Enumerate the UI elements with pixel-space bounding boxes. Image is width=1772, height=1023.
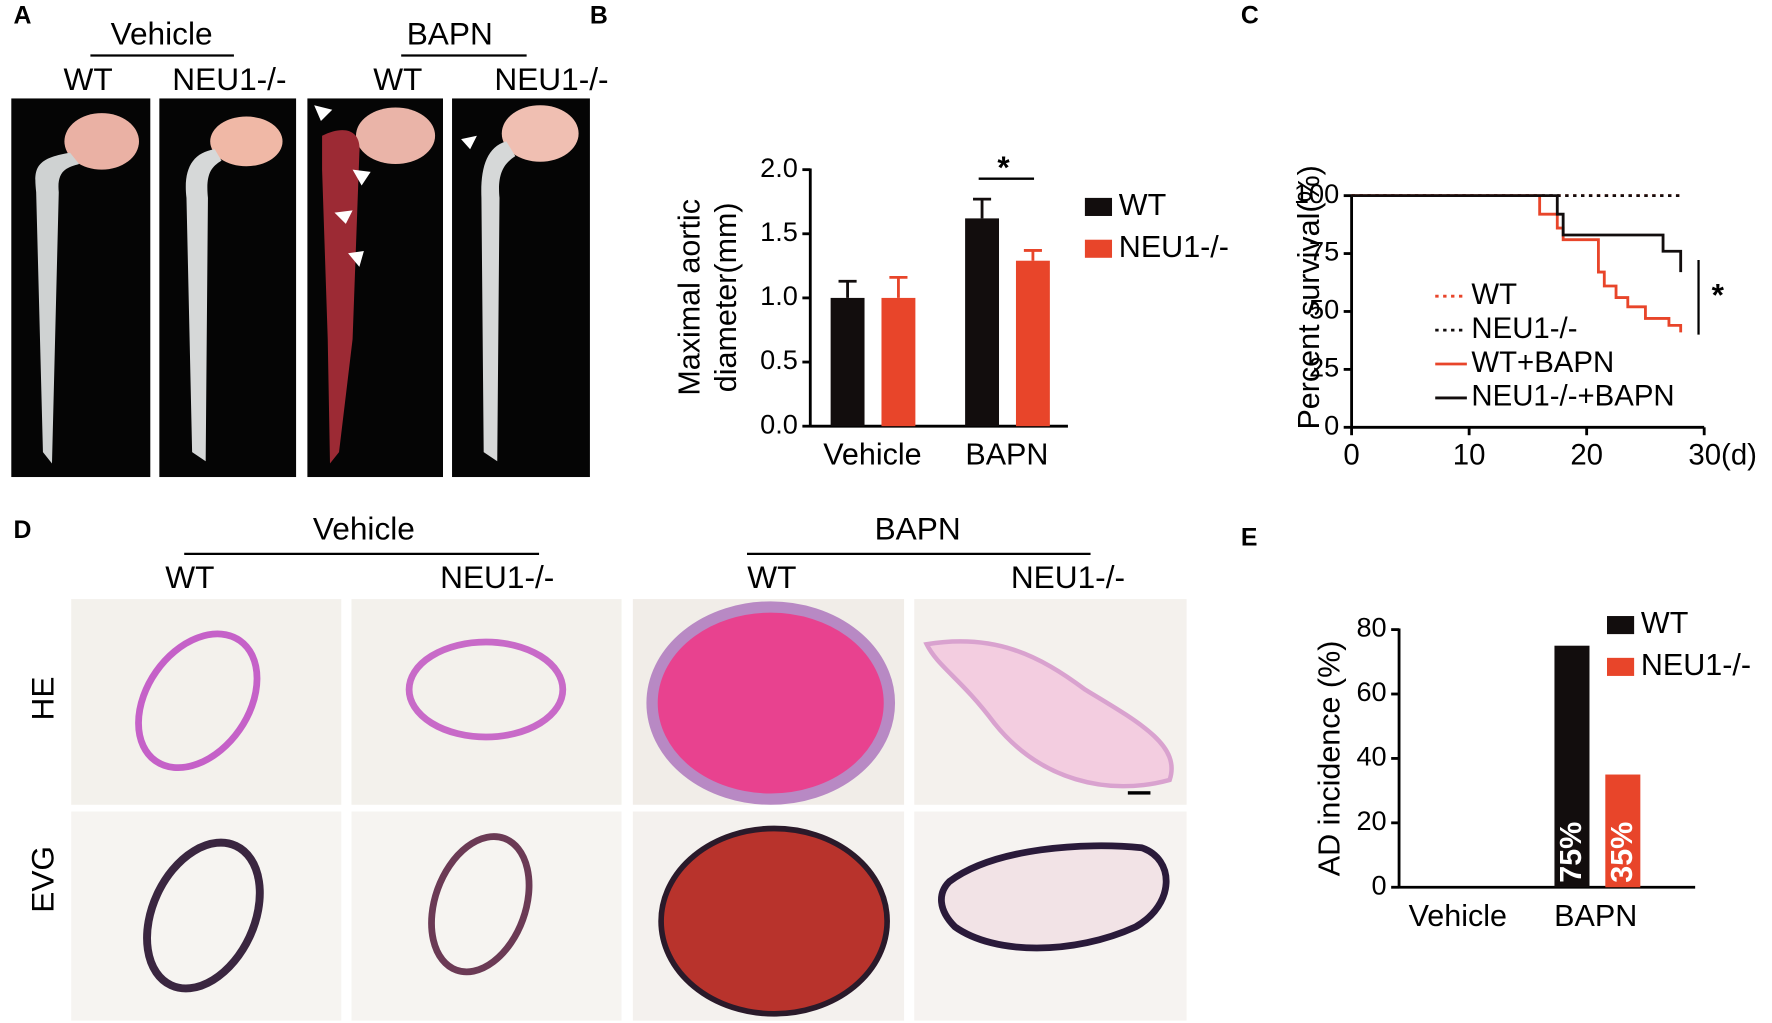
x-tick-label: 20 [1570, 438, 1603, 471]
error-bar [973, 197, 992, 219]
y-tick-label: 50 [1309, 294, 1339, 325]
bar [881, 297, 916, 427]
group-label: Vehicle [313, 511, 415, 547]
vessel [135, 630, 261, 772]
vessel [658, 825, 890, 1017]
genotype-label: NEU1-/- [172, 61, 286, 97]
micrograph [351, 599, 622, 805]
legend-swatch [1084, 239, 1113, 258]
survival-line [1351, 194, 1683, 333]
x-tick-label: 30(d) [1688, 438, 1757, 471]
photo-panel-d [71, 599, 1187, 1021]
legend-label: NEU1-/-+BAPN [1471, 380, 1674, 413]
photo-panel-a [11, 98, 590, 478]
group-label: Vehicle [111, 16, 213, 52]
y-tick-label: 1.5 [760, 216, 798, 247]
heart [355, 107, 436, 164]
x-tick-label: 10 [1453, 438, 1486, 471]
heart [210, 116, 283, 167]
genotype-label: WT [373, 61, 422, 97]
value-label: 75% [1554, 822, 1588, 883]
genotype-label: NEU1-/- [440, 559, 554, 595]
x-tick-label: Vehicle [1409, 899, 1507, 933]
panel-label: B [590, 2, 608, 30]
panel-label: A [14, 2, 32, 30]
y-tick-label: 25 [1309, 352, 1339, 383]
bar [1015, 260, 1050, 427]
scale-bar [1127, 791, 1151, 795]
error-bar [838, 279, 857, 298]
heart [64, 113, 140, 170]
legend-label: WT [1641, 606, 1688, 640]
stain-label: EVG [25, 846, 61, 913]
y-tick-label: 2.0 [760, 152, 798, 183]
panel-label: C [1241, 2, 1259, 30]
vessel [646, 601, 896, 805]
x-tick-label: Vehicle [823, 438, 921, 472]
legend-swatch [1607, 657, 1635, 676]
survival-line [1351, 194, 1683, 273]
y-tick-label: 0 [1372, 869, 1387, 900]
legend-label: WT [1119, 188, 1166, 222]
panel-label: E [1241, 524, 1258, 552]
bar [965, 218, 1000, 427]
y-tick-label: 75 [1309, 236, 1339, 267]
legend-label: WT [1471, 278, 1517, 311]
stain-label: HE [25, 677, 61, 721]
x-tick-label: 0 [1343, 438, 1359, 471]
y-tick-label: 0.0 [760, 408, 798, 439]
legend-label: NEU1-/- [1471, 312, 1577, 345]
y-tick-label: 100 [1294, 178, 1339, 209]
legend-label: NEU1-/- [1641, 648, 1751, 682]
annotation: * [997, 149, 1010, 185]
aorta [481, 141, 516, 462]
photo [452, 98, 590, 478]
group-label: BAPN [875, 511, 961, 547]
y-tick-label: 80 [1356, 612, 1386, 643]
vessel [428, 833, 533, 976]
legend-swatch [1084, 197, 1113, 216]
vessel [923, 639, 1174, 789]
vessel [938, 842, 1170, 952]
arrowheads [314, 105, 477, 267]
panel-label: D [14, 516, 32, 544]
error-bar [1023, 249, 1042, 261]
x-tick-label: BAPN [965, 438, 1048, 472]
aorta [185, 149, 222, 462]
bar [1605, 774, 1641, 888]
bar [1554, 645, 1590, 888]
genotype-label: NEU1-/- [494, 61, 608, 97]
vessel [143, 838, 264, 993]
group-label: BAPN [407, 16, 493, 52]
heart [501, 105, 579, 162]
legend-label: NEU1-/- [1119, 230, 1229, 264]
y-tick-label: 1.0 [760, 280, 798, 311]
x-tick-label: BAPN [1554, 899, 1637, 933]
micrograph [71, 599, 342, 805]
error-bar [889, 275, 908, 298]
y-axis-label: diameter(mm) [709, 202, 743, 392]
genotype-label: WT [64, 61, 113, 97]
value-label: 35% [1605, 822, 1639, 883]
y-tick-label: 40 [1356, 741, 1386, 772]
genotype-label: NEU1-/- [1011, 559, 1125, 595]
y-tick-label: 0.5 [760, 344, 798, 375]
y-tick-label: 60 [1356, 676, 1386, 707]
y-axis-label: Percent survival(%) [1292, 165, 1326, 429]
legend-label: WT+BAPN [1471, 346, 1614, 379]
bar [830, 297, 865, 427]
y-tick-label: 20 [1356, 805, 1386, 836]
genotype-label: WT [165, 559, 214, 595]
genotype-label: WT [747, 559, 796, 595]
vessel [405, 638, 567, 741]
y-axis-label: AD incidence (%) [1312, 641, 1346, 877]
y-tick-label: 0 [1324, 409, 1339, 440]
annotation: * [1712, 277, 1725, 313]
aorta [35, 152, 80, 464]
legend-swatch [1607, 616, 1635, 635]
micrograph [351, 811, 622, 1021]
y-axis-label: Maximal aortic [673, 199, 707, 396]
